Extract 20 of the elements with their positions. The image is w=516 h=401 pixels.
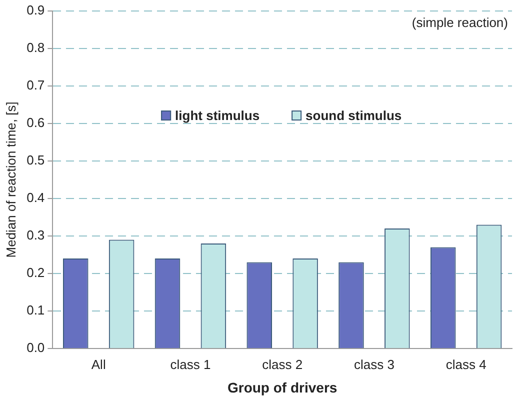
legend-label: light stimulus [175,108,260,124]
x-tick-label: class 4 [446,356,486,372]
y-tick-label: 0.8 [26,40,45,55]
x-tick-label: class 3 [354,356,394,372]
y-tick-label: 0.6 [26,114,45,130]
y-tick-label: 0.4 [26,190,45,206]
y-tick-label: 0.3 [26,228,45,243]
annotation: (simple reaction) [412,14,508,30]
y-tick-label: 0.7 [26,77,45,92]
y-axis-title: Median of reaction time, [s] [3,102,18,258]
legend-label: sound stimulus [306,108,402,124]
y-tick-label: 0.9 [26,2,45,18]
y-tick-label: 0.5 [26,152,45,168]
x-tick-label: class 2 [262,356,303,372]
x-tick-label: class 1 [170,356,211,372]
y-tick-label: 0.2 [26,265,45,280]
y-tick-label: 0.0 [26,340,45,356]
y-tick-label: 0.1 [26,302,45,318]
x-axis-title: Group of drivers [227,379,338,396]
x-tick-label: All [91,356,106,372]
